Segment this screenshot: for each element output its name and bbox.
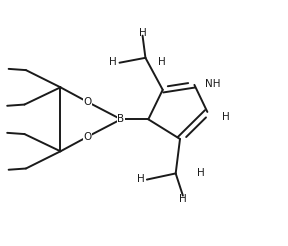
Text: H: H [197, 168, 204, 178]
Text: H: H [139, 28, 146, 38]
Text: O: O [84, 132, 92, 141]
Text: H: H [109, 57, 117, 67]
Text: O: O [84, 97, 92, 107]
Text: H: H [179, 194, 187, 203]
Text: B: B [118, 114, 124, 124]
Text: NH: NH [205, 79, 221, 89]
Text: H: H [137, 174, 145, 184]
Text: H: H [158, 57, 166, 67]
Text: H: H [222, 112, 230, 122]
